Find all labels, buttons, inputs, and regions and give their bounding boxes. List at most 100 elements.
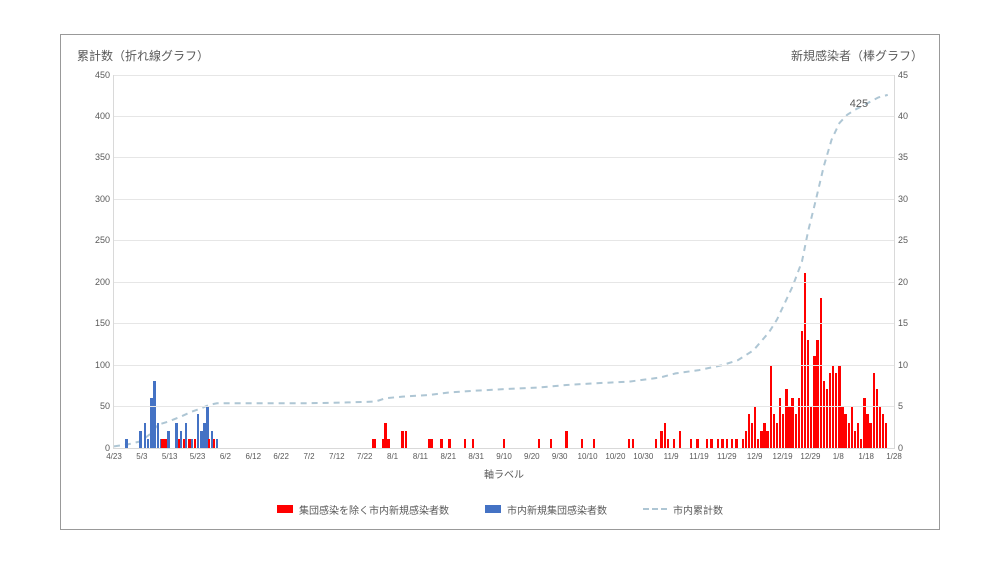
- bar: [882, 414, 884, 447]
- y-right-tick: 20: [898, 277, 926, 287]
- bar: [804, 273, 806, 447]
- bar: [751, 423, 753, 448]
- bar: [745, 431, 747, 448]
- y-left-tick: 350: [82, 152, 110, 162]
- bar: [147, 439, 149, 447]
- gridline: [114, 365, 894, 366]
- bar: [717, 439, 719, 447]
- bar: [679, 431, 681, 448]
- bar: [876, 389, 878, 447]
- y-right-tick: 45: [898, 70, 926, 80]
- bar: [667, 439, 669, 447]
- bar: [810, 406, 812, 447]
- x-tick: 9/20: [524, 452, 540, 461]
- bar: [857, 423, 859, 448]
- legend: 集団感染を除く市内新規感染者数 市内新規集団感染者数 市内累計数: [277, 502, 723, 517]
- bar: [565, 431, 567, 448]
- gridline: [114, 323, 894, 324]
- bar: [854, 431, 856, 448]
- x-tick: 1/28: [886, 452, 902, 461]
- bar: [816, 340, 818, 448]
- legend-item: 市内新規集団感染者数: [485, 502, 607, 517]
- bar: [873, 373, 875, 448]
- bar: [664, 423, 666, 448]
- bar: [387, 439, 389, 447]
- legend-label: 市内累計数: [673, 502, 723, 517]
- gridline: [114, 406, 894, 407]
- y-right-tick: 5: [898, 401, 926, 411]
- bar: [180, 431, 182, 448]
- bar: [655, 439, 657, 447]
- legend-label: 集団感染を除く市内新規感染者数: [299, 502, 449, 517]
- bar: [430, 439, 432, 447]
- bar: [216, 439, 218, 447]
- y-left-tick: 450: [82, 70, 110, 80]
- bar: [760, 431, 762, 448]
- y-left-tick: 150: [82, 318, 110, 328]
- bar: [178, 439, 180, 447]
- bar: [384, 423, 386, 448]
- bar: [801, 331, 803, 447]
- bar: [690, 439, 692, 447]
- bar: [726, 439, 728, 447]
- bar: [776, 423, 778, 448]
- bar: [164, 439, 166, 447]
- x-tick: 4/23: [106, 452, 122, 461]
- y-left-tick: 300: [82, 194, 110, 204]
- x-tick: 12/29: [800, 452, 820, 461]
- bar: [835, 373, 837, 448]
- y-right-tick: 30: [898, 194, 926, 204]
- y-right-tick: 10: [898, 360, 926, 370]
- plot-area: 軸ラベル 05010015020025030035040045005101520…: [113, 75, 895, 449]
- bar: [161, 439, 163, 447]
- bar: [731, 439, 733, 447]
- bar: [848, 423, 850, 448]
- x-tick: 5/3: [136, 452, 147, 461]
- x-tick: 9/10: [496, 452, 512, 461]
- y-left-tick: 400: [82, 111, 110, 121]
- bar: [795, 414, 797, 447]
- bar: [213, 439, 215, 447]
- bar: [763, 423, 765, 448]
- bar: [773, 414, 775, 447]
- x-tick: 7/2: [303, 452, 314, 461]
- bar: [632, 439, 634, 447]
- bar: [841, 406, 843, 447]
- bar: [194, 439, 196, 447]
- bar: [754, 406, 756, 447]
- bar: [472, 439, 474, 447]
- y-left-tick: 50: [82, 401, 110, 411]
- bar: [742, 439, 744, 447]
- bar: [464, 439, 466, 447]
- y-right-tick: 35: [898, 152, 926, 162]
- bar: [581, 439, 583, 447]
- bar: [628, 439, 630, 447]
- y-left-title: 累計数（折れ線グラフ）: [77, 47, 209, 64]
- y-right-tick: 40: [898, 111, 926, 121]
- bar: [823, 381, 825, 447]
- x-tick: 1/8: [833, 452, 844, 461]
- legend-swatch: [277, 505, 293, 513]
- bar: [706, 439, 708, 447]
- x-tick: 10/30: [633, 452, 653, 461]
- bar: [197, 414, 199, 447]
- x-tick: 5/23: [190, 452, 206, 461]
- bar: [696, 439, 698, 447]
- bar: [885, 423, 887, 448]
- bar: [203, 423, 205, 448]
- x-tick: 10/20: [605, 452, 625, 461]
- x-axis-label: 軸ラベル: [484, 466, 524, 481]
- gridline: [114, 282, 894, 283]
- bar: [503, 439, 505, 447]
- y-right-tick: 15: [898, 318, 926, 328]
- bar: [440, 439, 442, 447]
- bar: [153, 381, 155, 447]
- x-tick: 6/12: [245, 452, 261, 461]
- bar: [879, 406, 881, 447]
- bar: [866, 414, 868, 447]
- x-tick: 8/11: [413, 452, 428, 461]
- bar: [188, 439, 190, 447]
- bar: [748, 414, 750, 447]
- x-tick: 6/22: [273, 452, 289, 461]
- bar: [757, 439, 759, 447]
